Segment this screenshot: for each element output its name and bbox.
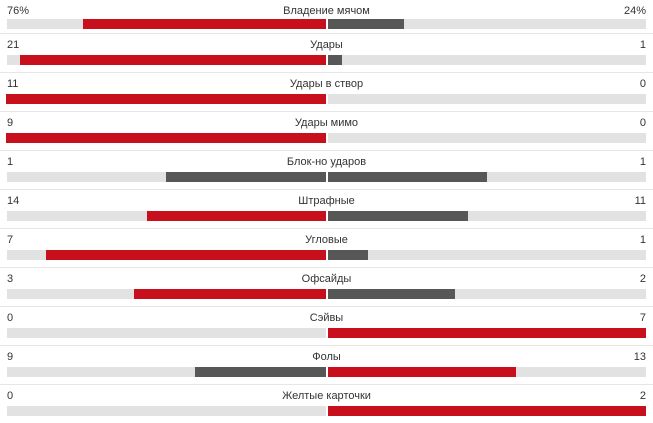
stat-row: 0 Желтые карточки 2 [0, 384, 653, 423]
stat-bar [7, 19, 646, 29]
stat-label: Фолы [312, 351, 341, 363]
stat-label: Желтые карточки [282, 390, 371, 402]
center-divider [326, 19, 328, 29]
home-value: 76% [7, 5, 30, 17]
away-bar [328, 406, 646, 416]
away-bar [328, 367, 516, 377]
away-value: 2 [639, 273, 646, 285]
away-bar [328, 55, 342, 65]
stat-bar [7, 367, 646, 377]
stat-label: Удары мимо [294, 117, 359, 129]
stat-bar [7, 328, 646, 338]
stat-bar [7, 289, 646, 299]
home-bar [46, 250, 326, 260]
stat-row: 7 Угловые 1 [0, 228, 653, 267]
stat-row: 0 Сэйвы 7 [0, 306, 653, 345]
away-value: 0 [639, 78, 646, 90]
stat-row: 11 Удары в створ 0 [0, 72, 653, 111]
stat-row: 9 Удары мимо 0 [0, 111, 653, 150]
away-value: 13 [633, 351, 646, 363]
away-bar [328, 19, 404, 29]
stat-row: 14 Штрафные 11 [0, 189, 653, 228]
away-value: 0 [639, 117, 646, 129]
home-value: 9 [7, 117, 14, 129]
center-divider [326, 406, 328, 416]
home-bar [166, 172, 326, 182]
stat-row: 21 Удары 1 [0, 33, 653, 72]
home-bar [147, 211, 326, 221]
stat-label: Владение мячом [283, 5, 370, 17]
center-divider [326, 94, 328, 104]
stat-label: Сэйвы [309, 312, 344, 324]
home-value: 1 [7, 156, 14, 168]
center-divider [326, 328, 328, 338]
stat-label: Штрафные [298, 195, 355, 207]
away-bar [328, 211, 468, 221]
away-value: 2 [639, 390, 646, 402]
stat-label: Угловые [305, 234, 348, 246]
stat-bar [6, 94, 646, 104]
away-value: 7 [639, 312, 646, 324]
stat-bar [7, 172, 646, 182]
away-bar [328, 250, 368, 260]
stat-label: Офсайды [301, 273, 352, 285]
home-value: 0 [7, 390, 14, 402]
stat-label: Удары в створ [289, 78, 364, 90]
home-value: 11 [7, 78, 19, 90]
home-value: 7 [7, 234, 14, 246]
away-bar [328, 289, 455, 299]
stat-label: Блок-но ударов [286, 156, 367, 168]
stat-row: 76% Владение мячом 24% [0, 0, 653, 33]
away-bar [328, 328, 646, 338]
stat-bar [7, 406, 646, 416]
away-value: 24% [623, 5, 646, 17]
home-bar [6, 94, 326, 104]
center-divider [326, 250, 328, 260]
home-value: 0 [7, 312, 14, 324]
home-value: 21 [7, 39, 20, 51]
center-divider [326, 172, 328, 182]
stat-bar [7, 250, 646, 260]
center-divider [326, 55, 328, 65]
away-value: 1 [639, 39, 646, 51]
away-value: 1 [639, 156, 646, 168]
home-bar [195, 367, 326, 377]
center-divider [326, 367, 328, 377]
home-bar [134, 289, 326, 299]
away-value: 11 [634, 195, 646, 207]
home-bar [6, 133, 326, 143]
home-value: 3 [7, 273, 14, 285]
away-bar [328, 172, 487, 182]
stat-row: 3 Офсайды 2 [0, 267, 653, 306]
home-value: 9 [7, 351, 14, 363]
center-divider [326, 211, 328, 221]
stat-bar [7, 211, 646, 221]
center-divider [326, 289, 328, 299]
stat-row: 1 Блок-но ударов 1 [0, 150, 653, 189]
away-value: 1 [639, 234, 646, 246]
home-value: 14 [7, 195, 20, 207]
stat-row: 9 Фолы 13 [0, 345, 653, 384]
home-bar [20, 55, 326, 65]
stat-label: Удары [310, 39, 343, 51]
home-bar [83, 19, 326, 29]
stat-bar [7, 55, 646, 65]
stat-bar [6, 133, 646, 143]
center-divider [326, 133, 328, 143]
